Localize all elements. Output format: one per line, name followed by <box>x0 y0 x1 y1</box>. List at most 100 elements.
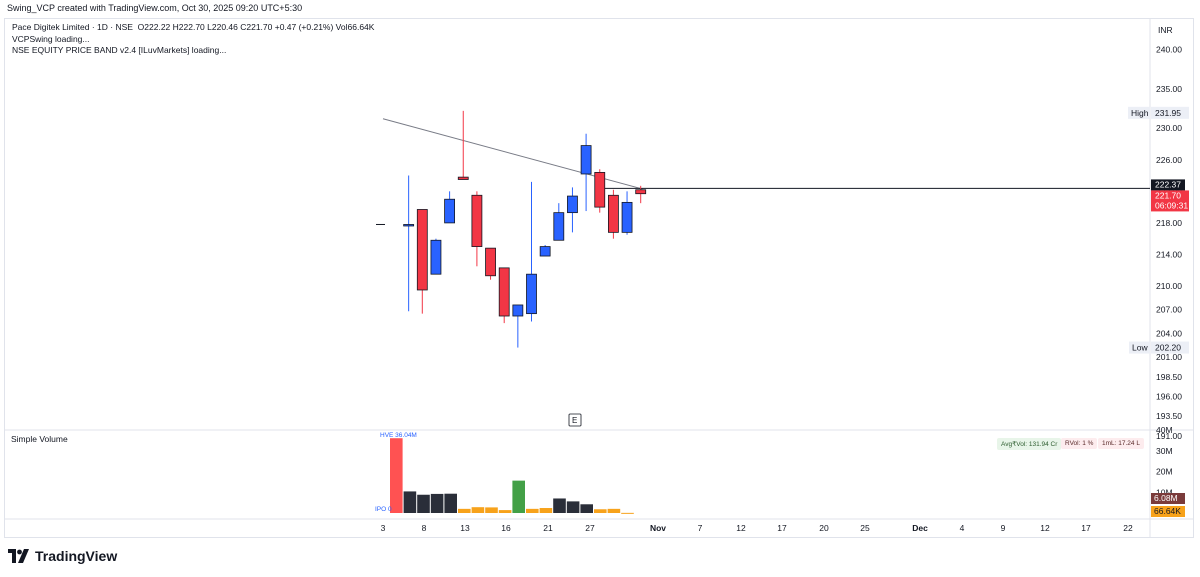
indicator-vcpswing[interactable]: VCPSwing loading... <box>12 34 90 44</box>
volume-marker-badge <box>1151 493 1185 504</box>
candle-body <box>635 189 647 195</box>
volume-tick-label: 30M <box>1156 446 1173 456</box>
avg-value-volume-badge: Avg₹Vol: 131.94 Cr <box>997 438 1062 450</box>
tradingview-logo-icon <box>8 549 29 563</box>
volume-bar <box>566 501 580 513</box>
brand-name: TradingView <box>35 548 118 564</box>
attribution: Swing_VCP created with TradingView.com, … <box>7 3 303 13</box>
time-tick-label: Dec <box>912 523 928 533</box>
price-tick-label: 235.00 <box>1156 84 1182 94</box>
currency-label: INR <box>1158 25 1173 35</box>
earnings-marker-box <box>568 413 582 427</box>
volume-bar <box>580 504 593 513</box>
current-price-badge <box>1151 190 1189 212</box>
candle-body <box>539 246 551 257</box>
volume-bar <box>390 438 403 513</box>
low-value-bg <box>1151 341 1189 354</box>
volume-bar <box>553 498 566 513</box>
time-tick-label: 4 <box>960 523 965 533</box>
volume-bar <box>512 480 525 513</box>
earnings-marker: E <box>572 416 577 425</box>
tradingview-brand: TradingView <box>8 548 117 564</box>
volume-bar <box>471 507 485 513</box>
symbol-name[interactable]: Pace Digitek Limited · 1D · NSE <box>12 22 133 32</box>
time-tick-label: 13 <box>460 523 470 533</box>
time-tick-label: 3 <box>381 523 386 533</box>
volume-tick-label: 10M <box>1156 487 1173 497</box>
price-tick-label: 210.00 <box>1156 281 1182 291</box>
time-tick-label: 7 <box>698 523 703 533</box>
price-tick-label: 193.50 <box>1156 411 1182 421</box>
high-value-bg <box>1151 106 1189 119</box>
volume-bar <box>539 508 553 513</box>
last-price-badge <box>1151 179 1185 191</box>
candle-body <box>553 212 565 241</box>
time-tick-label: 17 <box>777 523 787 533</box>
high-label: High <box>1131 108 1149 118</box>
volume-bar <box>403 491 417 513</box>
price-tick-label: 226.00 <box>1156 155 1182 165</box>
candle-body <box>512 304 524 317</box>
volume-bar <box>485 507 498 513</box>
volume-marker-value: 6.08M <box>1154 493 1178 503</box>
hve-label: HVE 36.04M <box>380 432 417 439</box>
candle-body <box>403 224 415 227</box>
ipo-label: IPO 0 <box>375 506 392 513</box>
volume-pane-title[interactable]: Simple Volume <box>11 434 68 444</box>
last-price-value: 222.37 <box>1155 179 1181 189</box>
time-tick-label: 20 <box>819 523 829 533</box>
candle-body <box>498 267 510 317</box>
volume-bar <box>526 508 539 513</box>
candle-body <box>608 194 619 233</box>
candle-body <box>580 145 592 175</box>
time-tick-label: 21 <box>543 523 553 533</box>
volume-bar <box>458 508 471 513</box>
volume-tick-label: 20M <box>1156 467 1173 477</box>
price-tick-label: 230.00 <box>1156 123 1182 133</box>
price-tick-label: 204.00 <box>1156 328 1182 338</box>
low-label-bg <box>1129 341 1150 354</box>
current-volume-value: 66.64K <box>1154 506 1181 516</box>
candle-body <box>444 198 456 224</box>
price-tick-label: 214.00 <box>1156 249 1182 259</box>
high-value: 231.95 <box>1155 108 1181 118</box>
price-tick-label: 198.50 <box>1156 372 1182 382</box>
price-tick-label: 218.00 <box>1156 218 1182 228</box>
candle-body <box>621 201 633 233</box>
time-tick-label: 22 <box>1123 523 1133 533</box>
ohlc-values: O222.22 H222.70 L220.46 C221.70 +0.47 (+… <box>137 22 375 32</box>
volume-bar <box>594 509 607 513</box>
high-label-bg <box>1128 106 1150 119</box>
relative-volume-badge: RVol: 1 % <box>1061 438 1098 449</box>
countdown-timer: 06:09:31 <box>1155 200 1188 210</box>
price-tick-label: 201.00 <box>1156 352 1182 362</box>
current-volume-badge <box>1151 506 1185 517</box>
low-value: 202.20 <box>1155 343 1181 353</box>
candle-body <box>594 171 606 208</box>
candle-body <box>485 247 496 277</box>
price-tick-label: 191.00 <box>1156 431 1182 441</box>
candle-body <box>567 195 578 214</box>
low-label: Low <box>1132 343 1148 353</box>
candle-body <box>430 239 442 275</box>
time-tick-label: 27 <box>585 523 595 533</box>
volume-bar <box>430 493 444 513</box>
chart-frame[interactable] <box>4 18 1194 538</box>
time-tick-label: 25 <box>860 523 870 533</box>
candle-body <box>526 273 537 315</box>
price-tick-label: 207.00 <box>1156 305 1182 315</box>
liquidity-badge: 1mL: 17.24 L <box>1098 438 1144 449</box>
volume-bar <box>498 510 512 513</box>
candle-body <box>416 209 428 291</box>
symbol-legend: Pace Digitek Limited · 1D · NSE O222.22 … <box>12 22 374 32</box>
volume-tick-label: 40M <box>1156 425 1173 435</box>
indicator-price-band[interactable]: NSE EQUITY PRICE BAND v2.4 [ILuvMarkets]… <box>12 45 227 55</box>
volume-bar <box>607 508 621 513</box>
time-tick-label: 16 <box>501 523 511 533</box>
price-tick-label: 240.00 <box>1156 44 1182 54</box>
candle-body <box>457 176 469 180</box>
volume-bar <box>621 512 634 514</box>
time-tick-label: 8 <box>422 523 427 533</box>
price-tick-label: 196.00 <box>1156 391 1182 401</box>
